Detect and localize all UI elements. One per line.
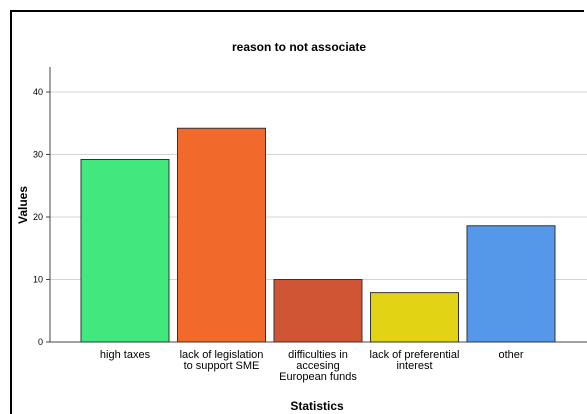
x-category-label-line: lack of legislation	[180, 349, 264, 361]
y-tick-label: 40	[33, 87, 43, 97]
bars	[80, 127, 556, 343]
chart-frame	[10, 10, 584, 414]
x-category-label-line: interest	[396, 360, 432, 372]
bar	[466, 225, 556, 343]
x-category-label-line: European funds	[279, 371, 357, 383]
bar	[177, 127, 266, 343]
bar	[370, 292, 459, 343]
x-axis-title: Statistics	[290, 399, 344, 413]
y-tick-labels: 0 10 20 30 40	[33, 87, 50, 347]
x-category-label-line: high taxes	[100, 349, 151, 361]
x-category-label: high taxes	[100, 349, 151, 361]
x-category-label: other	[498, 349, 523, 361]
y-tick-label: 30	[33, 150, 43, 160]
y-tick-label: 10	[33, 275, 43, 285]
x-category-label-line: accesing	[296, 360, 339, 372]
y-tick-label: 20	[33, 212, 43, 222]
chart-title: reason to not associate	[232, 40, 366, 54]
y-axis-title: Values	[16, 186, 30, 224]
y-tick-label: 0	[38, 337, 43, 347]
x-category-label-line: difficulties in	[288, 349, 348, 361]
x-category-label-line: lack of preferential	[370, 349, 460, 361]
bar	[80, 159, 170, 343]
x-category-label-line: to support SME	[184, 360, 260, 372]
bar	[273, 279, 363, 343]
x-category-label-line: other	[498, 349, 523, 361]
